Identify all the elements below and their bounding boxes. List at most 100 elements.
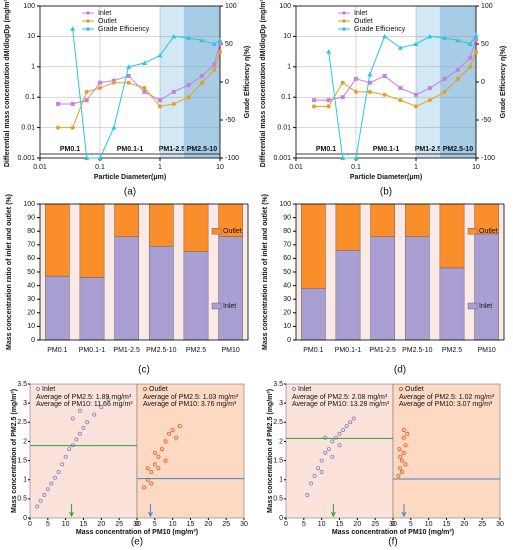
- x-tick-label: 10: [216, 164, 224, 171]
- legend-swatch: [211, 227, 222, 235]
- bar: [218, 203, 244, 237]
- legend-swatch: [211, 302, 222, 310]
- point: [382, 33, 388, 39]
- bar: [474, 203, 499, 235]
- region-label: PM1-2.5: [415, 146, 442, 153]
- average-arrow: [330, 504, 336, 518]
- legend-marker: [342, 19, 346, 23]
- legend-marker: [342, 11, 346, 15]
- x-tick-label: 0.1: [351, 164, 361, 171]
- point: [186, 83, 191, 88]
- legend-label: Inlet: [354, 10, 367, 17]
- point: [442, 76, 447, 81]
- x-tick-label: PM2.5-10: [146, 347, 176, 354]
- x-tick-label: PM0.1: [47, 347, 67, 354]
- point: [84, 98, 89, 103]
- point: [217, 37, 223, 43]
- legend-marker: [86, 27, 90, 31]
- y2-tick-label: -50: [481, 117, 491, 124]
- point: [398, 86, 403, 91]
- x-tick-label: PM2.5: [442, 347, 462, 354]
- x-tick-label: 15: [80, 521, 88, 528]
- y-tick-label: 0: [23, 515, 27, 522]
- point: [56, 101, 61, 106]
- point: [473, 32, 479, 37]
- y-tick-label: 30: [283, 296, 291, 303]
- x-tick-label: PM2.5: [186, 347, 206, 354]
- x-tick-label: 0: [284, 521, 288, 528]
- x-tick-label: 10: [425, 521, 433, 528]
- panel-background: [29, 383, 138, 519]
- region-label: PM1-2.5: [159, 146, 186, 153]
- series-line: [328, 34, 477, 159]
- legend-label: Inlet: [42, 386, 55, 393]
- point: [312, 104, 317, 109]
- point: [305, 493, 310, 498]
- legend-marker: [398, 386, 404, 392]
- y-tick-label: 90: [27, 214, 35, 221]
- point: [186, 35, 192, 40]
- point: [126, 73, 131, 78]
- x-axis-label: Mass concentration of PM10 (mg/m³): [76, 529, 198, 536]
- average-label: Average of PM2.5: 1.03 mg/m³: [143, 394, 239, 401]
- x-tick-label: 15: [336, 521, 344, 528]
- y-axis-label: Mass concentration ratio of inlet and ou…: [6, 194, 13, 350]
- bar: [405, 203, 430, 237]
- point: [158, 98, 162, 103]
- average-label: Average of PM2.5: 1.89 mg/m³: [36, 394, 132, 401]
- y-tick-label: 1.5: [17, 457, 27, 464]
- point: [35, 504, 40, 509]
- x-tick-label: 0: [28, 521, 32, 528]
- average-arrow: [69, 504, 75, 518]
- y-tick-label: 50: [27, 269, 35, 276]
- point: [70, 125, 75, 130]
- x-tick-label: 5: [409, 521, 413, 528]
- point: [171, 89, 176, 94]
- point: [212, 67, 217, 72]
- point: [42, 493, 47, 498]
- bar: [148, 203, 174, 247]
- point: [396, 473, 401, 478]
- point: [77, 431, 82, 436]
- point: [337, 443, 342, 448]
- y2-axis-label: Grade Efficiency η(%): [244, 46, 251, 118]
- y-tick-label: 10: [27, 33, 35, 40]
- point: [312, 473, 317, 478]
- point: [142, 89, 147, 94]
- x-tick-label: 1: [414, 164, 418, 171]
- x-tick-label: 10: [169, 521, 177, 528]
- point: [218, 50, 222, 55]
- point: [171, 33, 177, 39]
- point: [156, 454, 161, 459]
- bar: [79, 203, 105, 278]
- point: [427, 98, 432, 103]
- y2-tick-label: 100: [481, 3, 493, 10]
- y-tick-label: 70: [283, 242, 291, 249]
- x-tick-label: PM10: [222, 347, 240, 354]
- y-tick-label: 0.5: [273, 496, 283, 503]
- bar: [335, 250, 361, 341]
- plot-frame: [295, 5, 477, 159]
- point: [145, 466, 150, 471]
- point: [354, 89, 358, 94]
- x-tick-label: 30: [133, 521, 141, 528]
- point: [70, 26, 76, 31]
- point: [186, 95, 191, 100]
- point: [399, 470, 404, 475]
- x-tick-label: PM0.1: [303, 347, 323, 354]
- region-label: PM2.5-10: [187, 146, 217, 153]
- legend-marker: [86, 19, 90, 23]
- y-tick-label: 10: [283, 323, 291, 330]
- point: [403, 443, 408, 448]
- y-tick-label: 20: [27, 310, 35, 317]
- point: [455, 67, 460, 72]
- point: [367, 71, 373, 77]
- point: [98, 80, 102, 85]
- caption: (b): [380, 187, 392, 198]
- legend-label: Grade Efficiency: [354, 26, 406, 33]
- caption: (a): [124, 187, 136, 198]
- caption: (d): [394, 365, 406, 376]
- y-axis-label: Differential mass concentration dM/dlogD…: [4, 0, 11, 167]
- y-tick-label: 20: [283, 310, 291, 317]
- point: [149, 470, 154, 475]
